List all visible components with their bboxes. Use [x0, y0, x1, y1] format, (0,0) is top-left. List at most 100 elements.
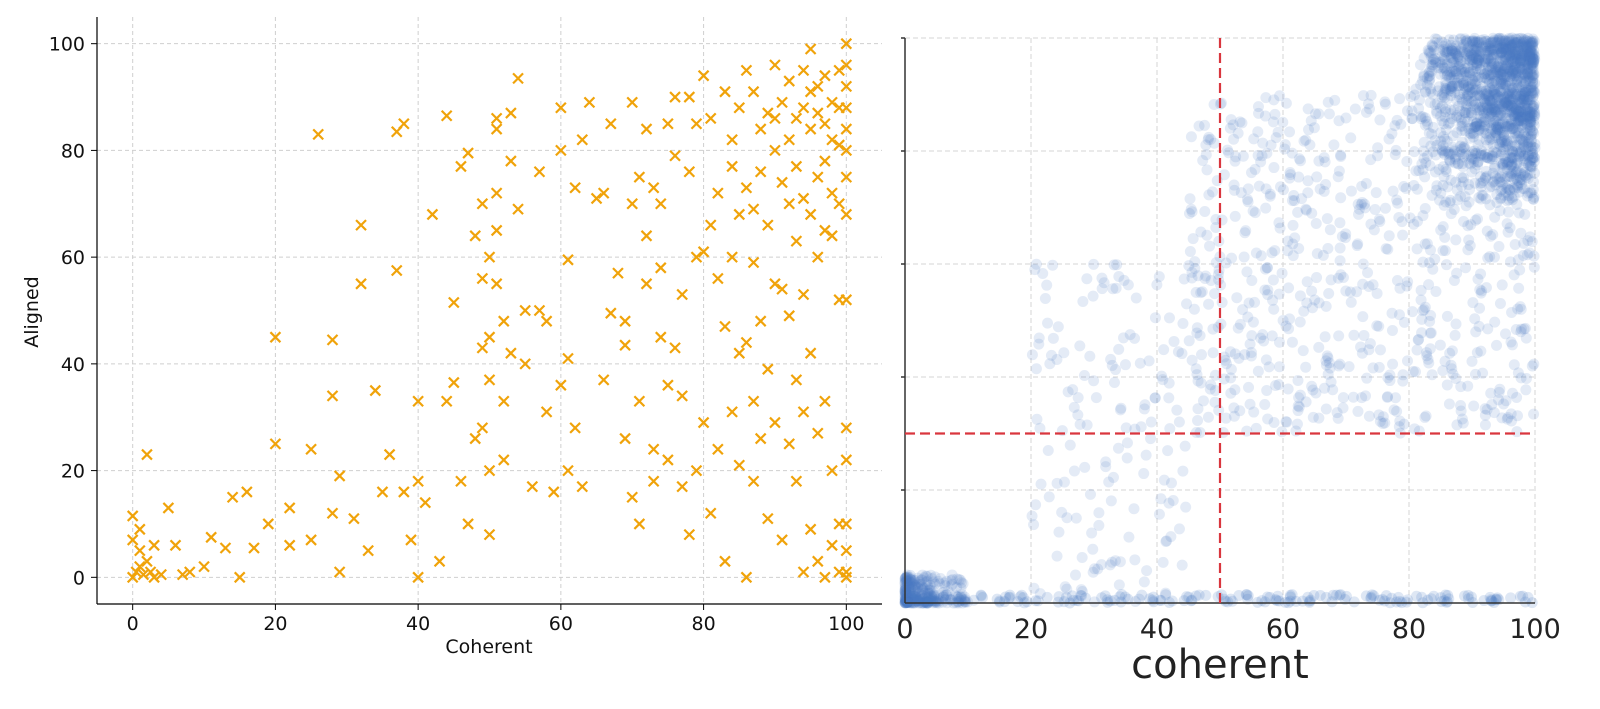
right-data-point [1204, 240, 1216, 252]
right-data-point [1511, 108, 1523, 120]
right-data-point [1500, 77, 1512, 89]
right-data-point [1380, 590, 1392, 602]
right-data-point [1494, 297, 1506, 309]
right-data-point [1515, 48, 1527, 60]
right-data-point [1478, 36, 1490, 48]
right-data-point [1522, 119, 1534, 131]
right-data-point [1361, 372, 1373, 384]
left-x-marker [811, 80, 824, 93]
right-data-point [1471, 40, 1483, 52]
right-data-point [1407, 366, 1419, 378]
right-data-point [1504, 71, 1516, 83]
right-data-point [1286, 336, 1298, 348]
right-data-point [1506, 42, 1518, 54]
right-data-point [1281, 416, 1293, 428]
right-data-point [1495, 134, 1507, 146]
right-data-point [1423, 127, 1435, 139]
right-data-point [1522, 151, 1534, 163]
right-data-point [904, 587, 916, 599]
right-data-point [1462, 88, 1474, 100]
right-data-point [1506, 87, 1518, 99]
right-data-point [1340, 112, 1352, 124]
right-data-point [1473, 123, 1485, 135]
right-data-point [1516, 45, 1528, 57]
right-data-point [1035, 478, 1047, 490]
right-data-point [1484, 199, 1496, 211]
right-data-point [1467, 127, 1479, 139]
right-data-point [1441, 58, 1453, 70]
right-data-point [1498, 131, 1510, 143]
right-data-point [1463, 107, 1475, 119]
right-data-point [1486, 153, 1498, 165]
right-data-point [1128, 503, 1140, 515]
right-data-point [1395, 118, 1407, 130]
right-data-point [1529, 110, 1541, 122]
right-data-point [1516, 46, 1528, 58]
right-data-point [1516, 111, 1528, 123]
right-data-point [1505, 40, 1517, 52]
right-data-point [1434, 339, 1446, 351]
right-data-point [1489, 37, 1501, 49]
right-data-point [929, 578, 941, 590]
right-data-point [1292, 375, 1304, 387]
right-data-point [1359, 202, 1371, 214]
right-data-point [1408, 146, 1420, 158]
right-data-point [1522, 106, 1534, 118]
left-x-marker [390, 264, 403, 277]
right-data-point [1525, 130, 1537, 142]
right-data-point [1438, 52, 1450, 64]
right-data-point [1519, 55, 1531, 67]
right-data-point [1448, 275, 1460, 287]
left-x-marker [740, 181, 753, 194]
left-x-marker [512, 203, 524, 215]
right-data-point [1526, 57, 1538, 69]
right-data-point [1518, 169, 1530, 181]
right-data-point [1466, 355, 1478, 367]
right-data-point [1497, 77, 1509, 89]
right-data-point [1455, 55, 1467, 67]
right-data-point [1506, 140, 1518, 152]
right-data-point [1529, 142, 1541, 154]
right-data-point [912, 586, 924, 598]
right-data-point [1470, 37, 1482, 49]
right-data-point [1497, 78, 1509, 90]
right-data-point [1325, 376, 1337, 388]
right-data-point [1510, 37, 1522, 49]
right-data-point [1391, 194, 1403, 206]
right-data-point [1523, 140, 1535, 152]
right-data-point [1437, 245, 1449, 257]
right-data-point [1525, 54, 1537, 66]
right-data-point [1522, 63, 1534, 75]
right-data-point [1491, 146, 1503, 158]
right-data-point [1510, 90, 1522, 102]
left-x-marker [476, 342, 489, 354]
right-data-point [1488, 44, 1500, 56]
right-data-point [1284, 167, 1296, 179]
right-data-point [1505, 113, 1517, 125]
right-data-point [1078, 370, 1090, 382]
right-data-point [1431, 180, 1443, 192]
right-data-point [1244, 398, 1256, 410]
right-data-point [1509, 106, 1521, 118]
right-data-point [1192, 415, 1204, 427]
right-data-point [1510, 48, 1522, 60]
left-x-marker [126, 571, 139, 584]
left-x-marker [647, 443, 660, 456]
right-data-point [1520, 104, 1532, 116]
right-data-point [1517, 87, 1529, 99]
left-x-marker [533, 304, 546, 317]
right-data-point [1527, 148, 1539, 160]
right-data-point [1160, 589, 1172, 601]
right-data-point [1441, 46, 1453, 58]
right-data-point [1323, 108, 1335, 120]
right-data-point [1455, 120, 1467, 132]
right-data-point [1426, 65, 1438, 77]
right-data-point [1245, 350, 1257, 362]
right-data-point [1490, 48, 1502, 60]
right-data-point [1467, 35, 1479, 47]
left-x-marker [747, 85, 760, 98]
left-x-marker [612, 267, 624, 279]
left-x-marker [776, 176, 788, 189]
right-data-point [1508, 110, 1520, 122]
right-data-point [1276, 267, 1288, 279]
